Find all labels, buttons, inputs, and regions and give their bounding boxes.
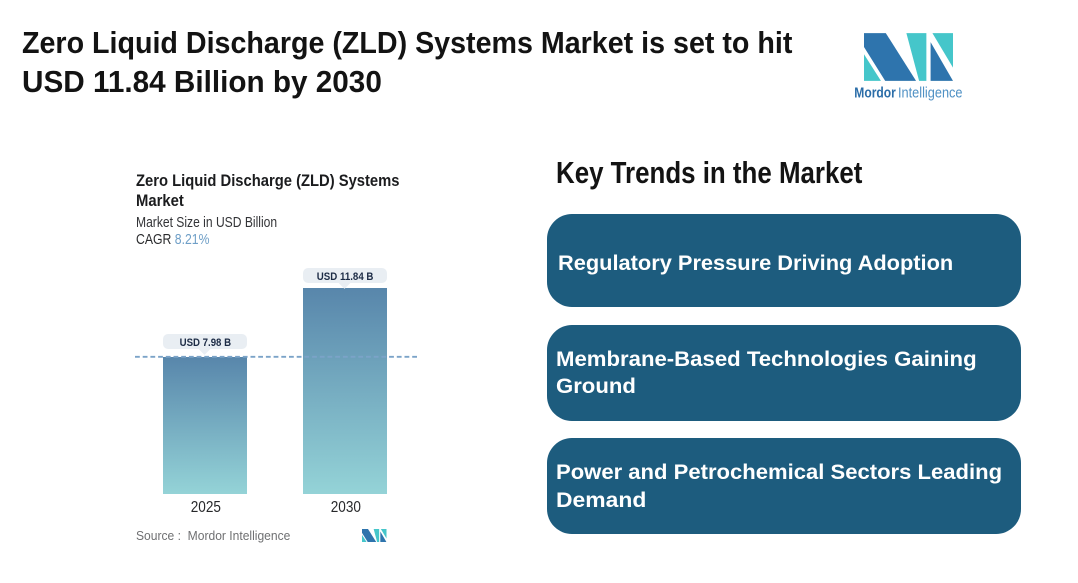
svg-text:Intelligence: Intelligence bbox=[898, 86, 963, 102]
svg-text:Mordor: Mordor bbox=[854, 86, 896, 102]
